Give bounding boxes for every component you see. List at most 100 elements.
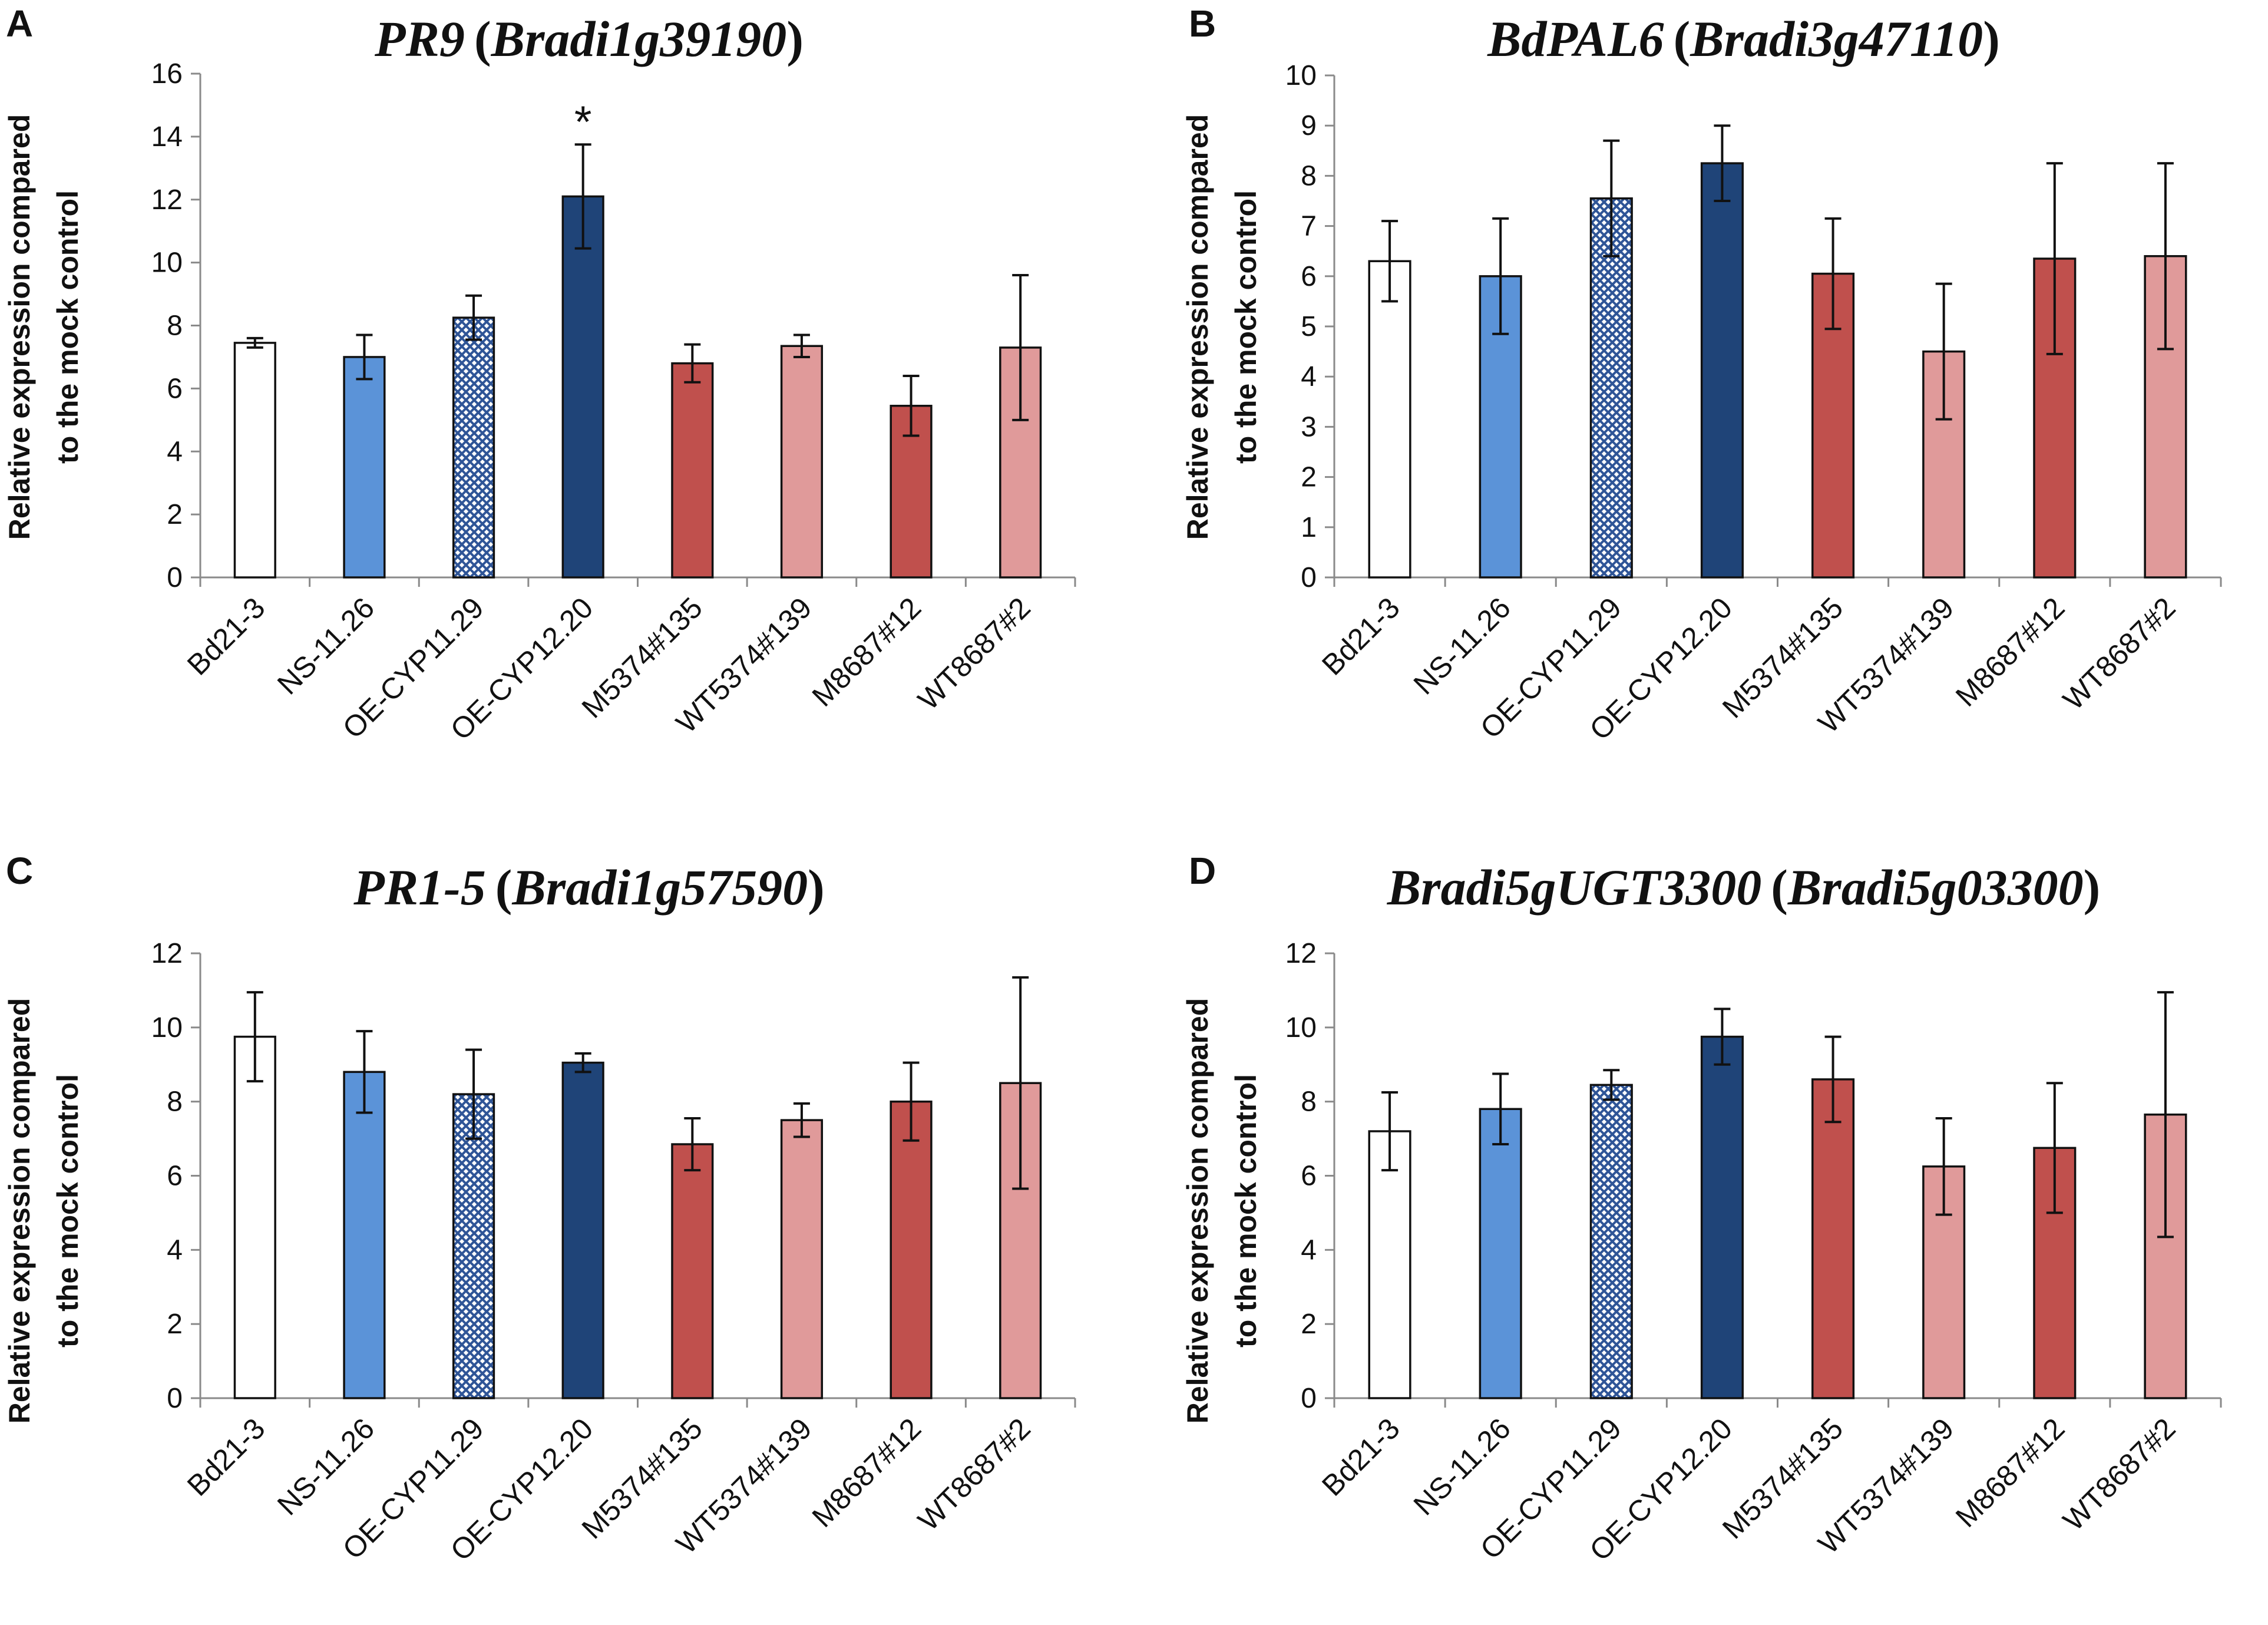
- error-bar: [1012, 274, 1029, 421]
- error-bar: [246, 991, 263, 1083]
- x-category-label: M8687#12: [1949, 591, 2071, 713]
- error-bar: [1824, 217, 1841, 331]
- y-tick-label: 6: [167, 1161, 183, 1192]
- y-tick-label: 2: [167, 499, 183, 530]
- bar-m8687-12: [890, 1100, 933, 1399]
- error-bar: [1714, 1008, 1731, 1066]
- y-tick-label: 14: [151, 121, 183, 153]
- title-open-paren: (: [474, 11, 491, 67]
- chart-title: PR9 (Bradi1g39190): [374, 11, 804, 67]
- x-category-label: NS-11.26: [1407, 591, 1517, 701]
- error-bar: [356, 1030, 373, 1114]
- title-locus: Bradi3g47110: [1690, 11, 1983, 67]
- title-close-paren: ): [786, 11, 804, 67]
- error-bar: [1381, 1091, 1399, 1172]
- bar-wt5374-139: [780, 345, 824, 579]
- title-gene: BdPAL6: [1487, 11, 1664, 67]
- y-tick-label: 4: [167, 1234, 183, 1266]
- error-bar: [684, 1117, 701, 1172]
- chart-title: Bradi5gUGT3300 (Bradi5g03300): [1387, 859, 2100, 916]
- bar-ns-11-26: [1479, 1108, 1522, 1399]
- error-bar: [1492, 217, 1509, 335]
- y-axis-label: Relative expression compared to the mock …: [3, 114, 84, 540]
- chart-panel-d: D Bradi5gUGT3300 (Bradi5g03300) Relative ex…: [1181, 850, 2222, 1567]
- error-bar: [902, 375, 920, 437]
- bar-oe-cyp11-29: [1589, 1084, 1633, 1399]
- y-axis-label: Relative expression compared to the mock …: [3, 998, 84, 1424]
- y-tick-label: 1: [1301, 512, 1317, 543]
- bar-m5374-135: [1811, 1078, 1855, 1399]
- y-axis-label-line1: Relative expression compared: [1181, 998, 1214, 1424]
- x-category-label: Bd21-3: [1315, 591, 1406, 682]
- y-tick-label: 2: [1301, 462, 1317, 493]
- error-bar: [2157, 991, 2174, 1238]
- title-open-paren: (: [1771, 859, 1788, 916]
- error-bar: [465, 294, 482, 341]
- error-bar: [2157, 162, 2174, 351]
- y-tick-label: 6: [167, 373, 183, 404]
- title-close-paren: ): [1983, 11, 2000, 67]
- bar-bd21-3: [233, 1035, 276, 1399]
- y-tick-label: 10: [151, 247, 183, 279]
- bar-oe-cyp12-20: [561, 1061, 604, 1399]
- x-category-label: Bd21-3: [181, 591, 272, 682]
- error-bar: [2046, 1082, 2063, 1214]
- y-axis-label: Relative expression compared to the mock …: [1181, 114, 1262, 540]
- x-category-label: WT8687#2: [911, 591, 1037, 716]
- x-category-label: WT8687#2: [2057, 591, 2182, 716]
- bar-wt5374-139: [780, 1119, 824, 1399]
- error-bar: [246, 336, 263, 349]
- error-bar: [1603, 1069, 1620, 1101]
- x-category-label: Bd21-3: [181, 1412, 272, 1502]
- panel-letter: A: [6, 2, 33, 45]
- y-tick-label: 0: [1301, 562, 1317, 593]
- y-tick-label: 10: [1285, 60, 1317, 91]
- y-tick-label: 12: [151, 184, 183, 216]
- y-axis-label-line2: to the mock control: [51, 190, 84, 464]
- y-tick-label: 4: [167, 436, 183, 467]
- y-tick-label: 6: [1301, 1161, 1317, 1192]
- title-close-paren: ): [808, 859, 825, 916]
- chart-panel-b: B BdPAL6 (Bradi3g47110) Relative expression…: [1181, 2, 2222, 747]
- error-bar: [2046, 162, 2063, 355]
- bar-m5374-135: [671, 362, 714, 579]
- bar-ns-11-26: [343, 1071, 386, 1399]
- chart-panel-a: A PR9 (Bradi1g39190) Relative expression co…: [3, 2, 1076, 747]
- chart-title: BdPAL6 (Bradi3g47110): [1487, 11, 2000, 67]
- x-category-label: WT8687#2: [2057, 1412, 2182, 1537]
- y-tick-label: 0: [167, 1383, 183, 1414]
- error-bar: [1714, 124, 1731, 202]
- panel-letter: B: [1189, 2, 1216, 45]
- bar-oe-cyp11-29: [1589, 197, 1633, 579]
- error-bar: [1012, 976, 1029, 1190]
- x-category-label: NS-11.26: [271, 1412, 381, 1521]
- title-locus: Bradi1g57590: [511, 859, 808, 916]
- y-tick-label: 2: [1301, 1309, 1317, 1340]
- bar-bd21-3: [1368, 260, 1411, 579]
- y-tick-label: 4: [1301, 1234, 1317, 1266]
- x-category-label: NS-11.26: [1407, 1412, 1517, 1521]
- y-tick-label: 3: [1301, 411, 1317, 442]
- error-bar: [684, 343, 701, 384]
- y-tick-label: 12: [151, 938, 183, 969]
- error-bar: [574, 143, 591, 250]
- bar-ns-11-26: [343, 356, 386, 579]
- title-locus: Bradi5g03300: [1787, 859, 2084, 916]
- panel-letter: C: [6, 850, 33, 892]
- error-bar: [1603, 139, 1620, 257]
- y-tick-label: 0: [1301, 1383, 1317, 1414]
- y-axis-label-line2: to the mock control: [1229, 1074, 1262, 1347]
- x-category-label: Bd21-3: [1315, 1412, 1406, 1502]
- y-tick-label: 5: [1301, 311, 1317, 342]
- title-gene: PR9: [374, 11, 465, 67]
- bar-bd21-3: [1368, 1130, 1411, 1399]
- chart-title: PR1-5 (Bradi1g57590): [353, 859, 825, 916]
- y-tick-label: 10: [151, 1012, 183, 1043]
- x-category-label: M8687#12: [1949, 1412, 2071, 1534]
- y-axis-label-line2: to the mock control: [51, 1074, 84, 1347]
- significance-marker: *: [574, 97, 592, 147]
- y-tick-label: 2: [167, 1309, 183, 1340]
- panel-letter: D: [1189, 850, 1216, 892]
